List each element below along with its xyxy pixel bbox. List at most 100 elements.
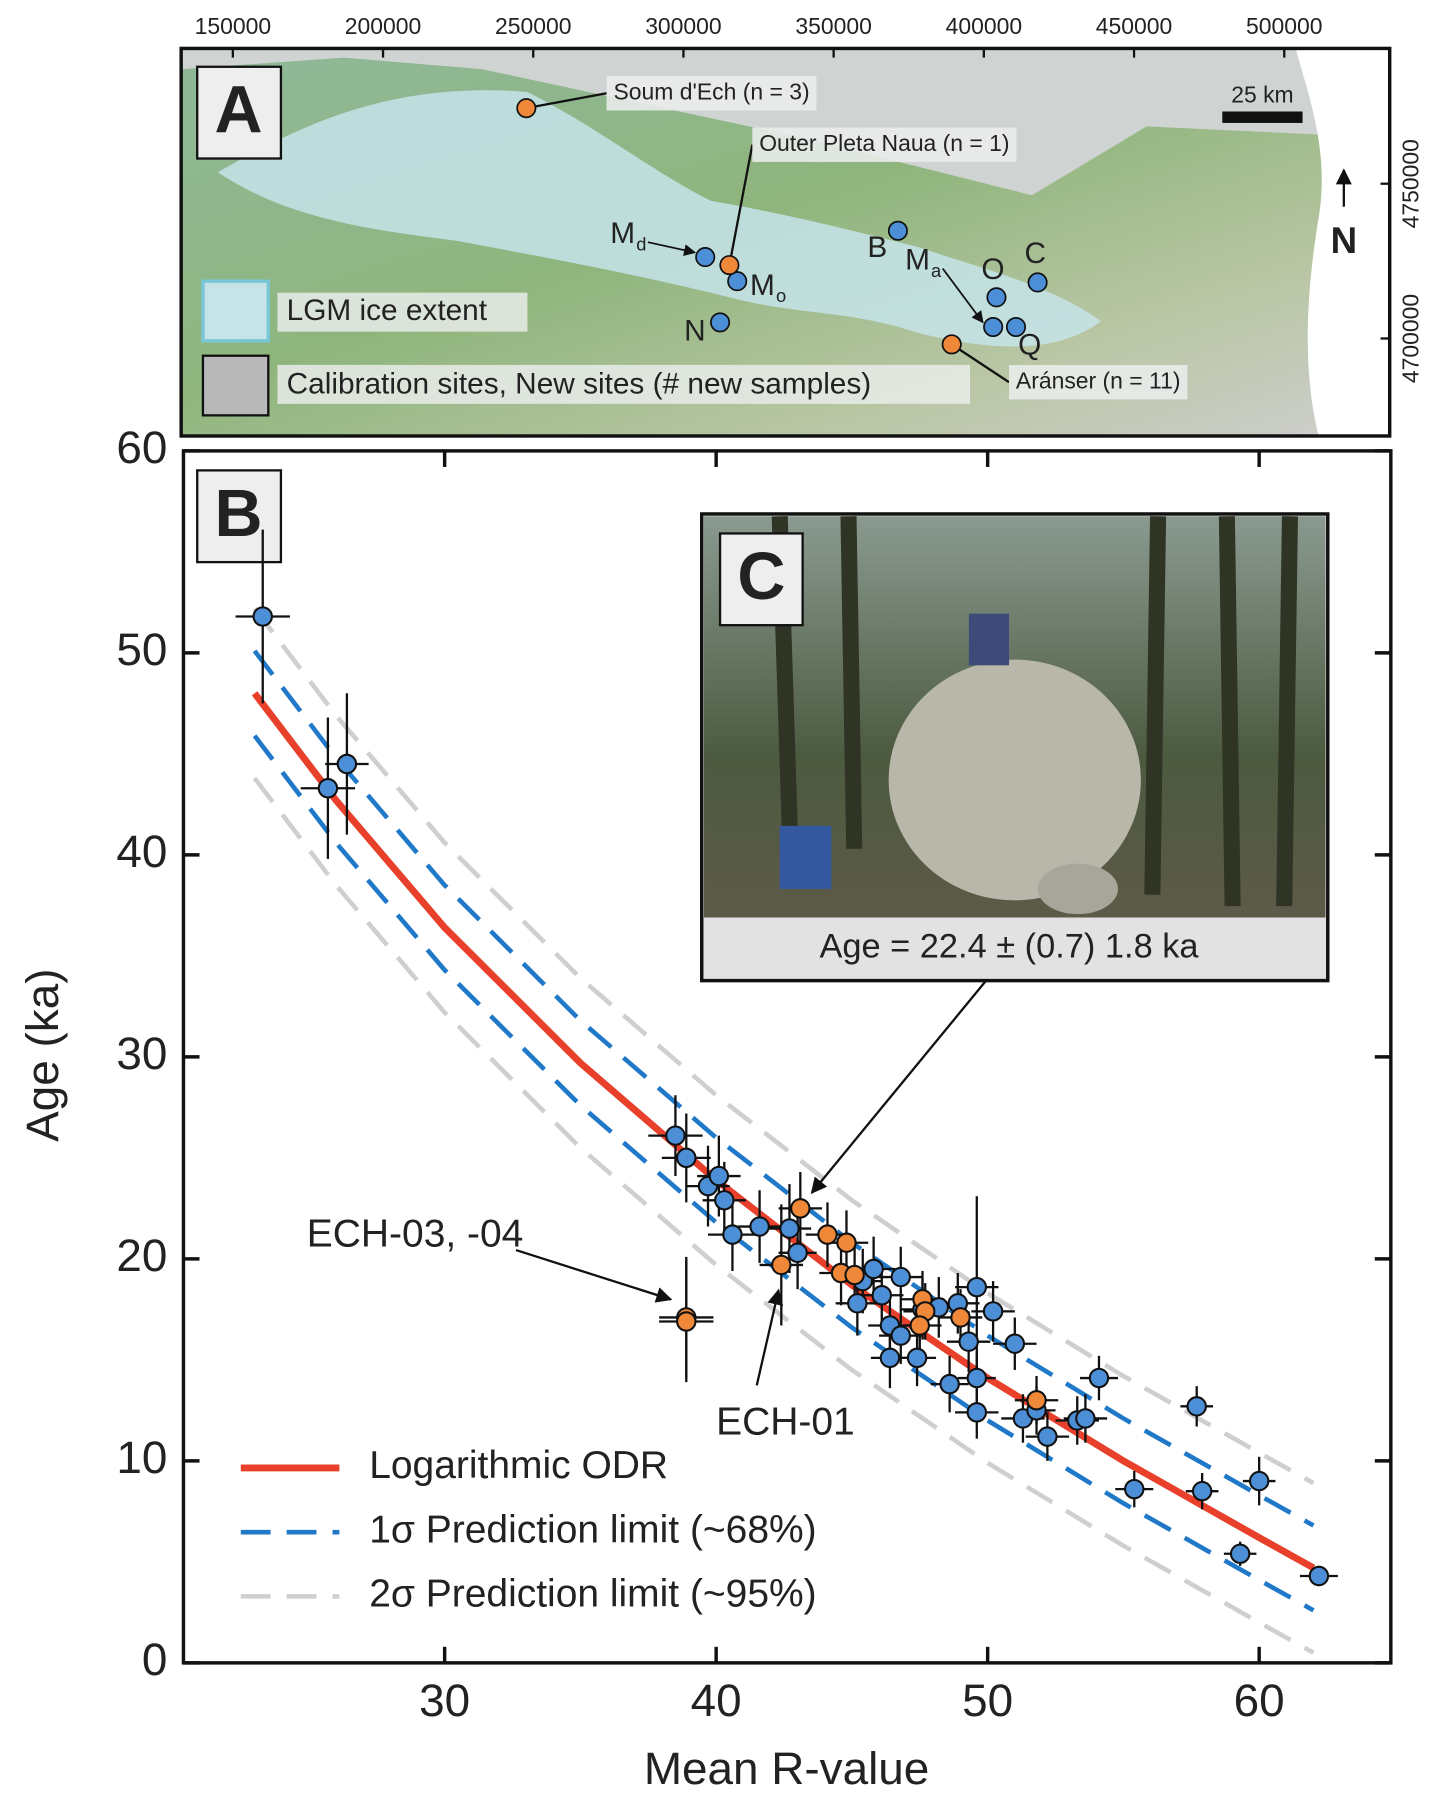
person <box>968 613 1010 666</box>
site-label: M <box>610 217 635 250</box>
site-label: M <box>905 244 930 277</box>
data-point <box>844 1264 865 1286</box>
annotation: ECH-01 <box>716 1401 855 1444</box>
site-label: Soum d'Ech (n = 3) <box>613 78 809 104</box>
data-point <box>1075 1408 1096 1429</box>
site-label: C <box>1025 237 1047 270</box>
data-point <box>722 1224 743 1245</box>
site-label: N <box>684 315 706 348</box>
boulder <box>888 659 1141 901</box>
site-arrow <box>647 241 697 257</box>
site-leader <box>728 144 754 266</box>
site-marker <box>983 316 1004 338</box>
site-label-subscript: d <box>636 233 646 254</box>
ice-extent <box>217 90 1101 347</box>
x-tick-label: 500000 <box>1246 13 1323 39</box>
data-point <box>676 1311 697 1332</box>
data-point <box>1026 1390 1047 1411</box>
y-tick-label: 30 <box>116 1027 167 1079</box>
data-point <box>1124 1478 1145 1500</box>
prediction-upper <box>252 649 1315 1528</box>
data-point <box>787 1242 808 1264</box>
data-point <box>317 778 339 799</box>
site-marker <box>941 334 962 355</box>
legend-swatch <box>201 279 271 343</box>
site-label-subscript: a <box>931 260 942 281</box>
data-point <box>966 1367 988 1389</box>
site-label: O <box>981 253 1004 286</box>
prediction-lower <box>252 776 1315 1655</box>
x-tick-label: 250000 <box>495 13 572 39</box>
annotation: ECH-03, -04 <box>307 1213 524 1256</box>
site-marker <box>710 312 731 333</box>
data-point <box>982 1301 1004 1322</box>
data-point <box>790 1198 811 1219</box>
legend-swatch <box>201 354 270 417</box>
data-point <box>890 1266 911 1288</box>
site-marker <box>695 247 716 268</box>
y-axis-title: Age (ka) <box>16 968 68 1141</box>
x-tick-label: 40 <box>691 1674 742 1726</box>
data-point <box>950 1307 971 1328</box>
legend-label: Logarithmic ODR <box>369 1444 668 1487</box>
site-label-bg <box>606 76 817 111</box>
y-tick-label: 4750000 <box>1398 139 1424 228</box>
x-axis-title: Mean R-value <box>644 1742 929 1794</box>
legend-bg <box>277 364 971 404</box>
site-leader <box>951 343 1010 384</box>
panel-label: A <box>214 73 262 147</box>
data-point <box>749 1216 770 1237</box>
site-marker <box>887 220 908 241</box>
data-point <box>1004 1333 1026 1354</box>
data-point <box>1186 1396 1207 1417</box>
data-point <box>1229 1543 1251 1564</box>
site-label: M <box>750 269 775 302</box>
x-tick-label: 60 <box>1234 1674 1285 1726</box>
data-point <box>958 1331 979 1352</box>
lowland <box>181 48 1390 196</box>
data-point <box>771 1254 792 1276</box>
data-point <box>906 1347 928 1369</box>
data-point <box>708 1165 730 1187</box>
data-point <box>1088 1367 1110 1389</box>
data-point <box>863 1258 884 1280</box>
panel-label-box <box>196 65 283 160</box>
x-tick-label: 350000 <box>795 13 872 39</box>
data-point <box>909 1315 930 1336</box>
site-marker <box>516 98 537 119</box>
data-point <box>871 1285 892 1306</box>
scale-bar <box>1222 111 1303 123</box>
plot-area: 30 40 50 60 0 10 20 30 40 50 60 Logarithmic ODR 1σ P… <box>116 421 1391 1726</box>
x-tick-label: 450000 <box>1096 13 1173 39</box>
site-marker <box>1005 316 1027 338</box>
data-point <box>1037 1426 1058 1447</box>
data-point <box>252 606 273 627</box>
legend-bg <box>277 292 528 332</box>
data-point <box>836 1232 857 1253</box>
site-arrow <box>942 268 984 324</box>
data-point <box>779 1218 800 1239</box>
legend-label: Calibration sites, New sites (# new samp… <box>287 367 872 400</box>
y-tick-label: 60 <box>116 421 167 473</box>
data-point <box>1191 1480 1213 1502</box>
person <box>779 825 832 889</box>
data-point <box>817 1224 838 1245</box>
caption-bg <box>704 917 1326 979</box>
sea <box>1295 48 1390 436</box>
y-tick-label: 20 <box>116 1229 167 1281</box>
legend-label: 2σ Prediction limit (~95%) <box>369 1573 816 1616</box>
site-label: B <box>867 231 887 264</box>
panel-label: C <box>737 540 785 614</box>
y-tick-label: 50 <box>116 623 167 675</box>
panel-label-box <box>718 532 804 627</box>
annotation-arrow <box>755 1288 784 1386</box>
x-tick-label: 200000 <box>345 13 422 39</box>
legend-label: LGM ice extent <box>287 294 488 327</box>
rock <box>1037 863 1118 915</box>
y-tick-label: 0 <box>142 1633 168 1685</box>
x-tick-label: 50 <box>962 1674 1013 1726</box>
data-point <box>966 1276 988 1298</box>
site-label: Outer Pleta Naua (n = 1) <box>759 130 1009 156</box>
